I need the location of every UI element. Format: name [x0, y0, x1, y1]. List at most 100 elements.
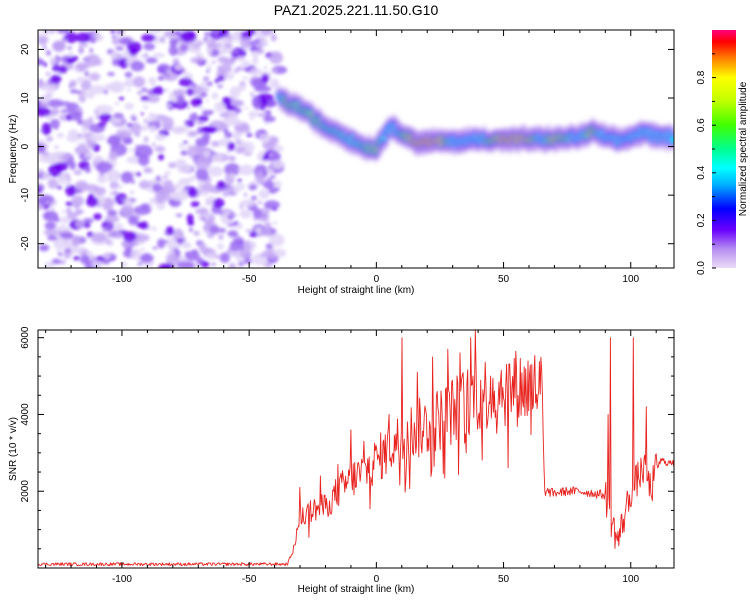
noise-blob: [124, 102, 135, 110]
noise-blob: [263, 115, 276, 123]
noise-blob: [210, 30, 221, 36]
noise-blob: [64, 227, 70, 230]
noise-blob: [162, 116, 174, 130]
noise-blob: [224, 163, 241, 177]
noise-blob: [216, 64, 233, 73]
noise-blob: [140, 253, 154, 263]
noise-blob: [259, 38, 269, 48]
noise-blob: [235, 56, 246, 61]
noise-blob: [224, 131, 233, 139]
noise-blob: [151, 226, 157, 232]
noise-blob: [206, 41, 218, 49]
noise-blob: [244, 244, 252, 250]
noise-blob: [269, 175, 276, 179]
noise-blob: [76, 76, 86, 84]
noise-blob: [128, 216, 139, 226]
noise-blob: [206, 70, 210, 73]
noise-blob: [189, 113, 199, 122]
noise-blob: [103, 259, 110, 265]
noise-blob: [192, 85, 202, 93]
noise-blob: [53, 237, 67, 251]
noise-blob: [38, 143, 46, 153]
noise-blob: [55, 69, 59, 73]
noise-blob: [248, 182, 252, 187]
noise-blob: [250, 92, 254, 97]
noise-blob: [270, 151, 281, 162]
noise-blob: [210, 140, 221, 147]
noise-blob: [266, 100, 278, 107]
noise-blob: [121, 241, 130, 248]
noise-blob: [138, 154, 150, 166]
noise-blob: [216, 180, 226, 189]
noise-blob: [229, 86, 241, 99]
noise-blob: [188, 175, 197, 182]
noise-blob: [47, 178, 58, 189]
noise-blob: [182, 241, 190, 248]
noise-blob: [45, 72, 51, 76]
noise-blob: [148, 30, 163, 34]
noise-blob: [152, 183, 162, 192]
noise-blob: [159, 40, 167, 44]
snr-frame: [37, 329, 675, 569]
noise-blob: [260, 30, 274, 36]
noise-blob: [154, 133, 166, 141]
noise-blob: [66, 177, 72, 182]
noise-blob: [272, 220, 278, 225]
colorbar-tick-label: 0.0: [696, 261, 707, 275]
noise-blob: [154, 191, 171, 202]
noise-blob: [239, 209, 252, 219]
noise-blob: [115, 130, 132, 139]
noise-blob: [194, 208, 209, 215]
noise-blob: [82, 91, 88, 97]
noise-blob: [242, 76, 248, 81]
noise-blob: [174, 63, 183, 71]
noise-blob: [245, 229, 252, 233]
spectrogram-x-tick-label: 0: [374, 274, 380, 285]
noise-blob: [261, 73, 270, 83]
noise-blob: [263, 180, 275, 190]
noise-blob: [250, 50, 259, 57]
noise-blob: [198, 106, 205, 110]
noise-blob: [38, 107, 52, 117]
noise-blob: [54, 126, 59, 130]
noise-blob: [77, 118, 83, 125]
noise-blob: [189, 82, 197, 88]
noise-blob: [103, 83, 121, 91]
noise-blob: [59, 216, 70, 224]
noise-blob: [73, 111, 83, 117]
noise-blob: [214, 78, 220, 84]
noise-blob: [42, 45, 47, 50]
noise-blob: [219, 252, 231, 264]
noise-blob: [226, 149, 231, 153]
noise-blob: [106, 223, 115, 231]
noise-blob: [56, 185, 62, 190]
noise-blob: [233, 131, 241, 141]
snr-x-tick-label: 0: [374, 574, 380, 585]
noise-blob: [236, 107, 241, 112]
noise-blob: [107, 230, 114, 238]
noise-blob: [194, 156, 212, 171]
noise-blob: [89, 129, 93, 133]
noise-blob: [75, 189, 82, 194]
noise-blob: [189, 227, 193, 232]
noise-blob: [59, 232, 74, 239]
noise-blob: [72, 83, 77, 88]
noise-blob: [137, 90, 143, 96]
noise-blob: [265, 167, 274, 174]
noise-blob: [103, 89, 108, 95]
noise-blob: [93, 155, 103, 162]
noise-blob: [78, 94, 86, 103]
noise-blob: [152, 246, 158, 250]
noise-blob: [167, 162, 177, 169]
noise-blob: [130, 60, 145, 72]
noise-blob: [141, 112, 144, 116]
noise-blob: [262, 170, 268, 177]
noise-blob: [259, 112, 267, 118]
snr-x-label: Height of straight line (km): [298, 584, 415, 595]
noise-blob: [214, 101, 226, 113]
noise-blob: [169, 38, 178, 47]
noise-blob: [44, 221, 57, 230]
noise-blob: [139, 125, 149, 131]
noise-blob: [141, 96, 150, 101]
noise-blob: [211, 48, 220, 57]
